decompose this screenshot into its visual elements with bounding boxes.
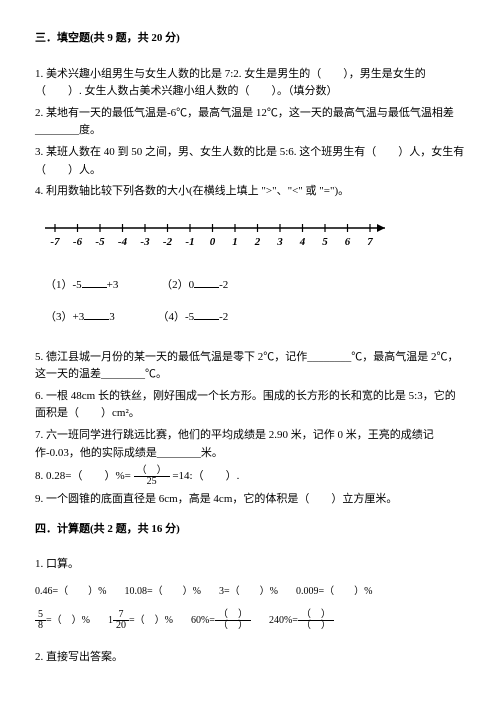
s4-q1: 1. 口算。	[35, 556, 465, 574]
r2a-d: 8	[35, 621, 46, 631]
calc-row-1: 0.46=（ ）% 10.08=（ ）% 3=（ ）% 0.009=（ ）%	[35, 584, 465, 600]
q7: 7. 六一班同学进行跳远比赛，他们的平均成绩是 2.90 米，记作 0 米，王亮…	[35, 427, 465, 462]
svg-text:4: 4	[299, 236, 306, 248]
r1c: 3=（ ）%	[219, 584, 278, 600]
q5: 5. 德江县城一月份的某一天的最低气温是零下 2℃，记作________℃，最高…	[35, 349, 465, 384]
q8: 8. 0.28=（ ）%= （ ） 25 =14:（ ）.	[35, 466, 465, 487]
svg-text:-6: -6	[73, 236, 83, 248]
r2a: 58=（ ）%	[35, 610, 90, 631]
svg-text:-7: -7	[50, 236, 60, 248]
svg-text:5: 5	[322, 236, 328, 248]
q8-fraction: （ ） 25	[134, 466, 170, 487]
svg-text:1: 1	[232, 236, 238, 248]
sub1b: +3	[107, 279, 119, 291]
sub4b: -2	[219, 311, 228, 323]
svg-text:-1: -1	[185, 236, 194, 248]
sub2a: （2）0	[161, 279, 194, 291]
sub3b: 3	[109, 311, 115, 323]
svg-text:-3: -3	[140, 236, 150, 248]
q8b: =14:（ ）.	[172, 470, 239, 482]
sub1a: （1）-5	[45, 279, 82, 291]
r2b-t: =（ ）%	[129, 615, 173, 626]
q9: 9. 一个圆锥的底面直径是 6cm，高是 4cm，它的体积是（ ）立方厘米。	[35, 491, 465, 509]
q8a: 8. 0.28=（ ）%=	[35, 470, 131, 482]
r2b: 1720=（ ）%	[108, 610, 173, 631]
r2b-d: 20	[113, 621, 129, 631]
q1: 1. 美术兴趣小组男生与女生人数的比是 7:2. 女生是男生的（ ），男生是女生…	[35, 66, 465, 101]
r1a: 0.46=（ ）%	[35, 584, 106, 600]
q2: 2. 某地有一天的最低气温是-6℃，最高气温是 12℃，这一天的最高气温与最低气…	[35, 105, 465, 140]
r2a-t: =（ ）%	[46, 615, 90, 626]
section-4-title: 四．计算题(共 2 题，共 16 分)	[35, 521, 465, 539]
svg-text:6: 6	[345, 236, 351, 248]
svg-text:0: 0	[210, 236, 216, 248]
r2c-l: 60%=	[191, 615, 215, 626]
svg-text:7: 7	[367, 236, 373, 248]
svg-text:-5: -5	[95, 236, 105, 248]
svg-text:-4: -4	[118, 236, 128, 248]
q3: 3. 某班人数在 40 到 50 之间，男、女生人数的比是 5:6. 这个班男生…	[35, 144, 465, 179]
calc-row-2: 58=（ ）% 1720=（ ）% 60%=（ ）（ ） 240%=（ ）（ ）	[35, 610, 465, 631]
section-3-title: 三．填空题(共 9 题，共 20 分)	[35, 30, 465, 48]
sub3a: （3）+3	[45, 311, 84, 323]
s4-q2: 2. 直接写出答案。	[35, 649, 465, 667]
number-line: -7 -6 -5 -4 -3 -2 -1 0 1 2 3 4 5 6 7	[35, 213, 465, 260]
svg-text:2: 2	[254, 236, 261, 248]
sub-row-1: （1）-5 +3 （2）0 -2	[35, 277, 465, 295]
r2d-l: 240%=	[269, 615, 298, 626]
svg-text:3: 3	[276, 236, 283, 248]
q4: 4. 利用数轴比较下列各数的大小(在横线上填上 ">"、"<" 或 "=")。	[35, 183, 465, 201]
sub4a: （4）-5	[157, 311, 194, 323]
r2d: 240%=（ ）（ ）	[269, 610, 334, 631]
r2c: 60%=（ ）（ ）	[191, 610, 251, 631]
r1d: 0.009=（ ）%	[296, 584, 372, 600]
svg-text:-2: -2	[163, 236, 173, 248]
sub-row-2: （3）+3 3 （4）-5 -2	[35, 309, 465, 327]
q6: 6. 一根 48cm 长的铁丝，刚好围成一个长方形。围成的长方形的长和宽的比是 …	[35, 388, 465, 423]
r1b: 10.08=（ ）%	[124, 584, 200, 600]
sub2b: -2	[219, 279, 228, 291]
q8-frac-d: 25	[134, 477, 170, 487]
